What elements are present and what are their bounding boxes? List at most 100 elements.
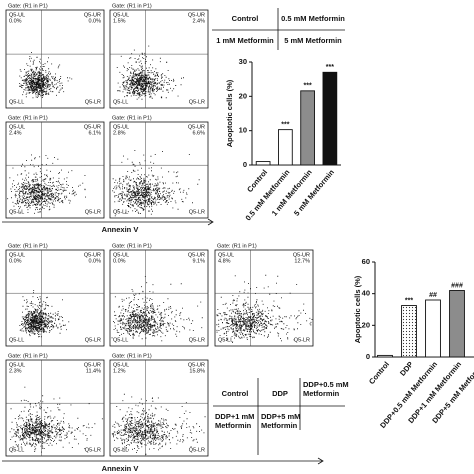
annexin-axis — [2, 218, 324, 465]
y-tick-label: 60 — [362, 257, 370, 266]
bar — [255, 161, 271, 166]
plot-frame — [109, 9, 209, 109]
plot-frame — [5, 121, 105, 219]
x-tick-label: Control — [367, 360, 391, 386]
quadrant-label: Q5-UR — [84, 362, 101, 368]
quadrant-label: Q5-UR — [188, 362, 205, 368]
quadrant-label: Q5-UR — [84, 124, 101, 130]
quadrant-value: 0.0% — [113, 258, 126, 264]
quadrant-label: Q5-LR — [189, 99, 205, 105]
quadrant-label: Q5-LL — [113, 209, 128, 215]
quadrant-label: Q5-UR — [188, 124, 205, 130]
quadrant-label: Q5-UR — [188, 252, 205, 258]
event-dots — [19, 52, 73, 99]
event-dots — [19, 290, 70, 338]
quadrant-label: Q5-LR — [189, 447, 205, 453]
event-dots — [216, 274, 313, 343]
bar — [300, 90, 315, 166]
quadrant-value: 1.5% — [113, 18, 126, 24]
quadrant-label: Q5-LL — [9, 447, 24, 453]
quadrant-value: 15.8% — [189, 368, 205, 374]
legend-entry: 0.5 mM Metformin — [281, 14, 345, 23]
quadrant-label: Q5-UR — [188, 12, 205, 18]
significance-label: *** — [326, 64, 334, 71]
quadrant-value: 0.0% — [88, 18, 101, 24]
significance-label: ### — [451, 282, 463, 289]
legend-entry: DDP+0.5 mM Metformin — [303, 380, 349, 398]
quadrant-label: Q5-UR — [84, 252, 101, 258]
quadrant-value: 12.7% — [294, 258, 310, 264]
quadrant-label: Q5-UR — [84, 12, 101, 18]
quadrant-label: Q5-UL — [9, 12, 25, 18]
quadrant-value: 11.4% — [86, 368, 101, 374]
bar — [449, 290, 465, 358]
gate-label: Gate: (R1 in P1) — [8, 115, 48, 121]
quadrant-value: 2.4% — [9, 130, 22, 136]
flow-plot: Gate: (R1 in P1)Q5-UL0.0%Q5-UR0.0%Q5-LL Q… — [5, 243, 105, 347]
quadrant-label: Q5-UL — [9, 124, 25, 130]
quadrant-label: Q5-LL — [113, 337, 128, 343]
quadrant-value: 6.1% — [88, 130, 101, 136]
gate-label: Gate: (R1 in P1) — [8, 243, 48, 249]
y-tick-label: 0 — [243, 160, 247, 169]
event-dots — [111, 393, 206, 455]
legend-entry: Control — [221, 389, 249, 398]
quadrant-value: 6.6% — [192, 130, 205, 136]
quadrant-value: 2.8% — [113, 130, 126, 136]
quadrant-value: 2.4% — [192, 18, 205, 24]
quadrant-value: 0.0% — [9, 18, 22, 24]
quadrant-label: Q5-LR — [189, 337, 205, 343]
significance-label: *** — [281, 121, 289, 128]
flow-plot: Gate: (R1 in P1) Q5-UL2.8% Q5-UR6.6% Q5-LL Q… — [109, 115, 209, 219]
gate-label: Gate: (R1 in P1) — [112, 243, 152, 249]
significance-label: ## — [429, 292, 437, 299]
quadrant-label: Q5-LL — [113, 447, 128, 453]
quadrant-label: Q5-UL — [113, 124, 129, 130]
quadrant-label: Q5-LL — [9, 337, 24, 343]
legend-entry: DDP+1 mM Metformin — [215, 412, 255, 430]
quadrant-label: Q5-LR — [85, 209, 101, 215]
significance-label: *** — [405, 297, 413, 304]
legend-grid — [212, 8, 345, 455]
flow-plot: Gate: (R1 in P1)Q5-UL0.0%Q5-UR0.0%Q5-LL Q… — [5, 3, 105, 109]
x-tick-label: DDP — [398, 360, 415, 378]
bar — [278, 129, 293, 166]
event-dots — [116, 45, 184, 100]
bar — [425, 299, 441, 358]
quadrant-value: 1.2% — [113, 368, 126, 374]
quadrant-label: Q5-LR — [294, 337, 310, 343]
gate-label: Gate: (R1 in P1) — [112, 115, 152, 121]
quadrant-label: Q5-UR — [293, 252, 310, 258]
quadrant-label: Q5-UL — [218, 252, 234, 258]
quadrant-label: Q5-UL — [113, 12, 129, 18]
x-tick-label: 5 mM Metformin — [292, 167, 336, 217]
y-tick-label: 10 — [239, 126, 247, 135]
quadrant-label: Q5-LL — [9, 99, 24, 105]
y-tick-label: 0 — [366, 352, 370, 361]
quadrant-value: 0.0% — [88, 258, 101, 264]
legend-entry: Control — [231, 14, 259, 23]
gate-label: Gate: (R1 in P1) — [217, 243, 257, 249]
significance-label: *** — [304, 83, 312, 90]
x-axis-label: Annexin V — [102, 225, 139, 234]
gate-label: Gate: (R1 in P1) — [112, 3, 152, 9]
quadrant-label: Q5-UL — [113, 362, 129, 368]
legend-entry: 5 mM Metformin — [284, 36, 342, 45]
x-axis-label: Annexin V — [102, 464, 139, 473]
legend-entry: 1 mM Metformin — [216, 36, 274, 45]
y-tick-label: 30 — [239, 57, 247, 66]
quadrant-label: Q5-UL — [9, 362, 25, 368]
legend-entry: DDP+5 mM Metformin — [261, 412, 301, 430]
bar — [377, 354, 393, 358]
plot-frame — [5, 249, 105, 347]
bar — [401, 305, 417, 358]
quadrant-value: 9.1% — [192, 258, 205, 264]
quadrant-value: 0.0% — [9, 258, 22, 264]
y-tick-label: 20 — [362, 320, 370, 329]
gate-label: Gate: (R1 in P1) — [112, 353, 152, 359]
